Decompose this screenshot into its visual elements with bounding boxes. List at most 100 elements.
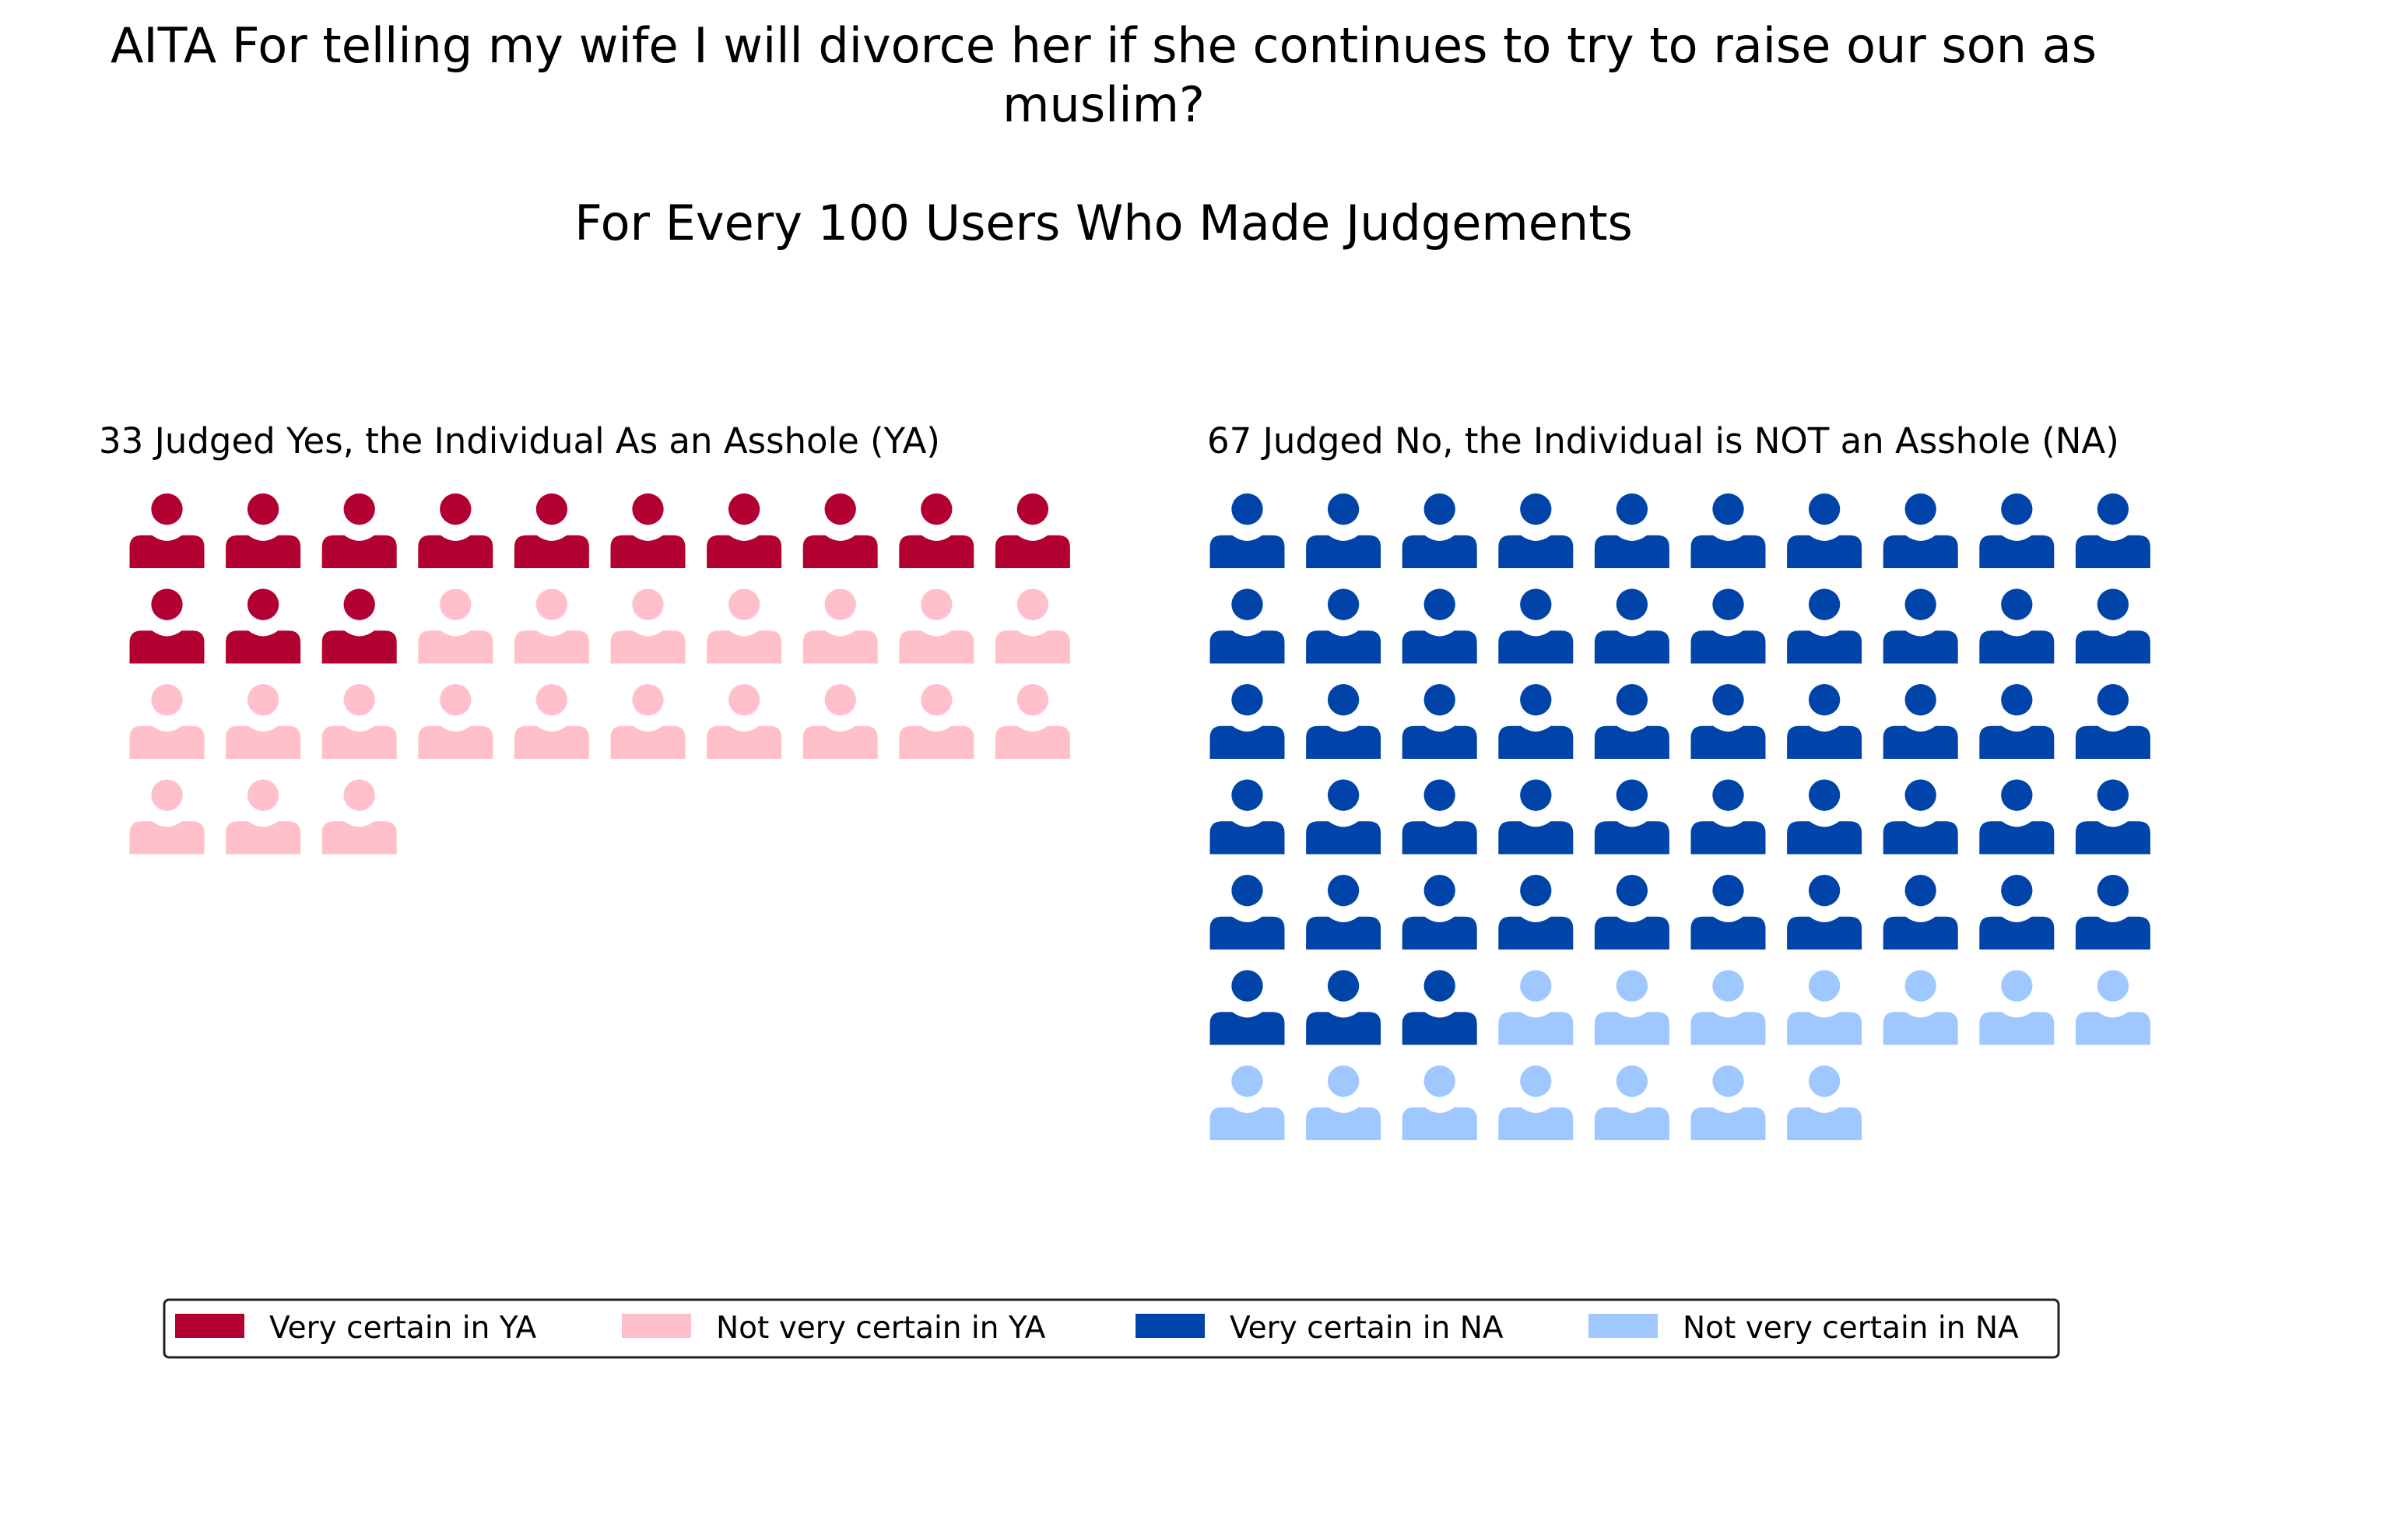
person-icon-na-28 <box>1883 684 1958 759</box>
person-icon-na-4 <box>1498 493 1574 568</box>
person-icon-ya-19 <box>899 588 974 664</box>
person-icon-na-35 <box>1594 779 1669 855</box>
person-icon-na-10 <box>2075 493 2150 568</box>
person-icon-na-13 <box>1402 588 1477 664</box>
person-icon-na-41 <box>1209 875 1285 950</box>
person-icon-na-38 <box>1883 779 1958 855</box>
person-icon-na-48 <box>1883 875 1958 950</box>
person-icon-na-66 <box>1690 1065 1766 1140</box>
person-icon-na-25 <box>1594 684 1669 759</box>
person-icon-na-32 <box>1306 779 1381 855</box>
person-icon-ya-26 <box>610 684 686 759</box>
person-icon-na-43 <box>1402 875 1477 950</box>
person-icon-na-21 <box>1209 684 1285 759</box>
person-icon-na-54 <box>1498 970 1574 1045</box>
legend-entry-3: Very certain in NA <box>1136 1311 1504 1346</box>
person-icon-na-18 <box>1883 588 1958 664</box>
chart-title-line-2: muslim? <box>1002 76 1205 133</box>
person-icon-na-12 <box>1306 588 1381 664</box>
person-icon-ya-30 <box>995 684 1070 759</box>
person-icon-na-16 <box>1690 588 1766 664</box>
legend-label-3: Very certain in NA <box>1230 1311 1504 1346</box>
person-icon-ya-28 <box>802 684 878 759</box>
chart-subtitle: For Every 100 Users Who Made Judgements <box>574 195 1633 251</box>
person-icon-na-9 <box>1979 493 2055 568</box>
person-icon-ya-32 <box>226 779 301 855</box>
person-icon-na-27 <box>1787 684 1862 759</box>
person-icon-ya-33 <box>321 779 397 855</box>
person-icon-na-65 <box>1594 1065 1669 1140</box>
person-icon-na-64 <box>1498 1065 1574 1140</box>
panel-title-ya: 33 Judged Yes, the Individual As an Assh… <box>99 420 940 462</box>
person-icon-ya-29 <box>899 684 974 759</box>
person-icon-na-7 <box>1787 493 1862 568</box>
person-icon-na-40 <box>2075 779 2150 855</box>
person-icon-na-3 <box>1402 493 1477 568</box>
person-icon-na-26 <box>1690 684 1766 759</box>
person-icon-ya-24 <box>418 684 493 759</box>
person-icon-na-29 <box>1979 684 2055 759</box>
person-icon-na-45 <box>1594 875 1669 950</box>
waffle-panel-na <box>1209 493 2150 1140</box>
person-icon-ya-10 <box>995 493 1070 568</box>
person-icon-ya-25 <box>514 684 589 759</box>
person-icon-ya-12 <box>226 588 301 664</box>
legend-swatch-2 <box>622 1314 691 1338</box>
person-icon-na-14 <box>1498 588 1574 664</box>
person-icon-na-50 <box>2075 875 2150 950</box>
person-icon-ya-31 <box>129 779 205 855</box>
legend-label-4: Not very certain in NA <box>1683 1311 2019 1346</box>
legend-swatch-1 <box>175 1314 244 1338</box>
legend-swatch-4 <box>1588 1314 1658 1338</box>
person-icon-na-47 <box>1787 875 1862 950</box>
person-icon-na-37 <box>1787 779 1862 855</box>
person-icon-ya-18 <box>802 588 878 664</box>
person-icon-na-55 <box>1594 970 1669 1045</box>
person-icon-ya-16 <box>610 588 686 664</box>
person-icon-ya-20 <box>995 588 1070 664</box>
person-icon-na-33 <box>1402 779 1477 855</box>
legend-entry-2: Not very certain in YA <box>622 1311 1046 1346</box>
person-icon-ya-1 <box>129 493 205 568</box>
person-icon-ya-27 <box>707 684 782 759</box>
person-icon-na-52 <box>1306 970 1381 1045</box>
person-icon-na-2 <box>1306 493 1381 568</box>
person-icon-na-44 <box>1498 875 1574 950</box>
person-icon-ya-2 <box>226 493 301 568</box>
waffle-panel-ya <box>129 493 1070 855</box>
person-icon-na-42 <box>1306 875 1381 950</box>
legend-label-2: Not very certain in YA <box>716 1311 1046 1346</box>
person-icon-ya-21 <box>129 684 205 759</box>
person-icon-ya-23 <box>321 684 397 759</box>
person-icon-na-58 <box>1883 970 1958 1045</box>
legend: Very certain in YA Not very certain in YA… <box>163 1298 2060 1359</box>
person-icon-na-51 <box>1209 970 1285 1045</box>
person-icon-na-23 <box>1402 684 1477 759</box>
person-icon-na-17 <box>1787 588 1862 664</box>
person-icon-ya-4 <box>418 493 493 568</box>
person-icon-na-63 <box>1402 1065 1477 1140</box>
legend-label-1: Very certain in YA <box>269 1311 537 1346</box>
person-icon-na-49 <box>1979 875 2055 950</box>
person-icon-na-67 <box>1787 1065 1862 1140</box>
legend-swatch-3 <box>1136 1314 1205 1338</box>
person-icon-na-8 <box>1883 493 1958 568</box>
person-icon-na-56 <box>1690 970 1766 1045</box>
person-icon-ya-9 <box>899 493 974 568</box>
person-icon-ya-3 <box>321 493 397 568</box>
person-icon-na-6 <box>1690 493 1766 568</box>
person-icon-na-62 <box>1306 1065 1381 1140</box>
person-icon-na-30 <box>2075 684 2150 759</box>
person-icon-na-34 <box>1498 779 1574 855</box>
person-icon-na-24 <box>1498 684 1574 759</box>
person-icon-ya-5 <box>514 493 589 568</box>
person-icon-na-20 <box>2075 588 2150 664</box>
person-icon-na-31 <box>1209 779 1285 855</box>
person-icon-ya-15 <box>514 588 589 664</box>
person-icon-ya-22 <box>226 684 301 759</box>
person-icon-ya-17 <box>707 588 782 664</box>
person-icon-na-19 <box>1979 588 2055 664</box>
person-icon-ya-11 <box>129 588 205 664</box>
person-icon-na-60 <box>2075 970 2150 1045</box>
